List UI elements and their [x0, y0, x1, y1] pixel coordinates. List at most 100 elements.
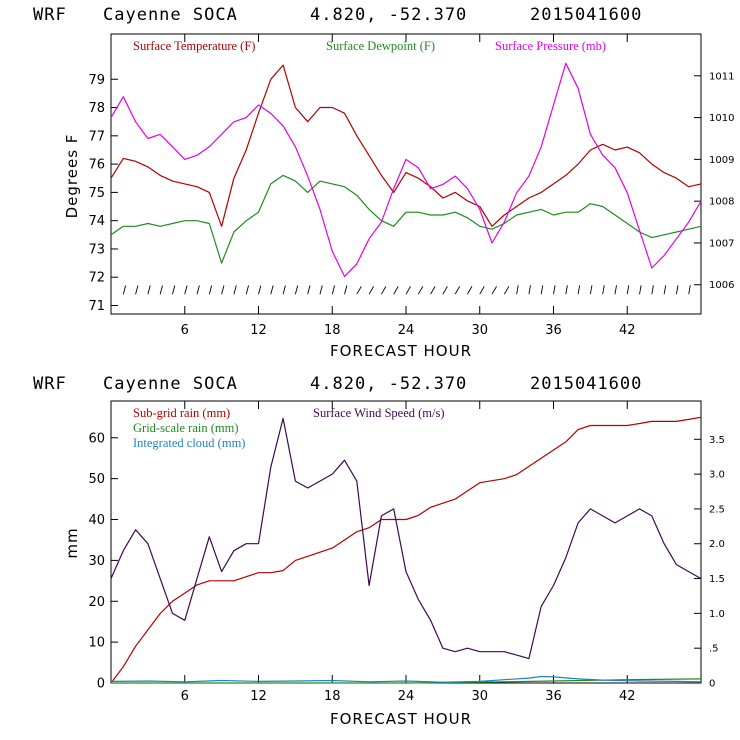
- series-2: Integrated cloud (mm): [110, 436, 702, 683]
- left-y-tick-label: 75: [88, 186, 105, 201]
- wind-barb: [553, 285, 556, 295]
- right-y-tick-label: 1007: [709, 238, 734, 249]
- wind-barb: [356, 286, 362, 295]
- wind-barb: [270, 285, 274, 295]
- wind-barb: [221, 285, 225, 295]
- plot-frame: [110, 33, 702, 315]
- right-y-tick-label: 1011: [709, 71, 734, 82]
- x-tick-label: 30: [471, 323, 488, 338]
- wind-barb: [491, 286, 497, 295]
- wind-barb: [639, 285, 642, 295]
- wind-barb: [282, 285, 286, 295]
- x-tick-label: 18: [324, 323, 341, 338]
- left-y-tick-label: 79: [88, 73, 105, 88]
- x-axis-title: FORECAST HOUR: [330, 342, 472, 360]
- wind-barb: [319, 285, 323, 295]
- wind-barb: [344, 285, 348, 295]
- right-y-tick-label: 3.5: [709, 435, 725, 446]
- left-y-axis-title: mm: [63, 527, 81, 558]
- left-y-tick-label: 50: [88, 472, 105, 487]
- x-tick-label: 18: [324, 689, 341, 704]
- wind-barb: [245, 285, 249, 295]
- wind-barb: [258, 285, 262, 295]
- left-y-tick-label: 74: [88, 214, 105, 229]
- series-line: [110, 174, 702, 264]
- wind-barbs: [122, 285, 691, 295]
- right-y-tick-label: 1.5: [709, 574, 725, 585]
- wind-barb: [147, 285, 151, 295]
- right-y-tick-label: 1008: [709, 197, 734, 208]
- left-y-tick-label: 0: [97, 677, 105, 692]
- series-line: [110, 675, 702, 683]
- wind-barb: [172, 285, 176, 295]
- wind-barb: [135, 285, 139, 295]
- left-y-tick-label: 30: [88, 554, 105, 569]
- wind-barb: [577, 285, 581, 295]
- wind-barb: [331, 285, 336, 295]
- right-y-axis-ticks: 1006 1007 1008 1009 1010 1011: [694, 71, 734, 291]
- wind-barb: [614, 285, 617, 295]
- wind-barb: [540, 285, 544, 295]
- right-y-tick-label: 1009: [709, 155, 734, 166]
- legend-entry: Surface Wind Speed (m/s): [313, 406, 445, 420]
- right-y-tick-label: 2.5: [709, 504, 725, 515]
- x-tick-label: 12: [250, 323, 267, 338]
- x-tick-label: 6: [181, 323, 189, 338]
- x-tick-label: 36: [545, 689, 562, 704]
- right-y-tick-label: 1006: [709, 280, 734, 291]
- wind-barb: [159, 285, 163, 295]
- wind-barb: [442, 286, 448, 295]
- wind-barb: [405, 286, 411, 295]
- header-model: WRF: [33, 5, 67, 25]
- x-tick-label: 42: [619, 323, 636, 338]
- left-y-tick-label: 71: [88, 299, 105, 314]
- legend-entry: Grid-scale rain (mm): [133, 421, 239, 435]
- series-3: Surface Wind Speed (m/s): [110, 406, 702, 660]
- x-tick-label: 6: [181, 689, 189, 704]
- wind-barb: [184, 285, 188, 295]
- left-y-tick-label: 78: [88, 101, 105, 116]
- series-2: Surface Pressure (mb): [110, 39, 702, 277]
- wind-barb: [589, 285, 593, 295]
- left-y-tick-label: 20: [88, 595, 105, 610]
- x-axis-title: FORECAST HOUR: [330, 710, 472, 728]
- wind-barb: [393, 286, 399, 295]
- header-location: Cayenne SOCA: [103, 5, 238, 25]
- wind-barb: [454, 286, 461, 295]
- wind-barb: [565, 285, 568, 295]
- legend-entry: Integrated cloud (mm): [133, 436, 245, 450]
- wind-barb: [208, 285, 213, 295]
- series-line: [110, 416, 702, 684]
- header-coords: 4.820, -52.370: [310, 374, 467, 394]
- x-tick-label: 30: [471, 689, 488, 704]
- left-y-axis-ticks: 71 72 73 74 75 76 77 78 79: [88, 73, 118, 314]
- header-location: Cayenne SOCA: [103, 374, 238, 394]
- left-y-tick-label: 76: [88, 158, 105, 173]
- x-tick-label: 42: [619, 689, 636, 704]
- right-y-tick-label: .5: [709, 644, 719, 655]
- left-y-tick-label: 60: [88, 431, 105, 446]
- wind-barb: [651, 285, 654, 295]
- wind-barb: [663, 285, 667, 295]
- wind-barb: [688, 285, 691, 295]
- wind-barb: [307, 285, 311, 295]
- series-0: Sub-grid rain (mm): [110, 406, 702, 684]
- legend-entry: Surface Temperature (F): [133, 39, 255, 53]
- x-axis-ticks: 6 12 18 24 30 36 42: [181, 401, 636, 704]
- left-y-tick-label: 10: [88, 636, 105, 651]
- wind-barb: [430, 286, 436, 295]
- wind-barb: [626, 285, 630, 295]
- right-y-tick-label: 1010: [709, 113, 734, 124]
- wind-barb: [479, 286, 485, 295]
- series-1: Grid-scale rain (mm): [111, 421, 702, 684]
- left-y-tick-label: 73: [88, 242, 105, 257]
- chart-header: WRF Cayenne SOCA 4.820, -52.370 2015041600: [33, 5, 641, 25]
- series-1: Surface Dewpoint (F): [110, 39, 702, 264]
- wind-barb: [516, 285, 519, 295]
- x-tick-label: 12: [250, 689, 267, 704]
- wind-barb: [196, 285, 200, 295]
- temperature-pressure-panel: WRF Cayenne SOCA 4.820, -52.370 2015041600 6…: [33, 5, 734, 360]
- chart-header: WRF Cayenne SOCA 4.820, -52.370 2015041600: [33, 374, 641, 394]
- header-model: WRF: [33, 374, 67, 394]
